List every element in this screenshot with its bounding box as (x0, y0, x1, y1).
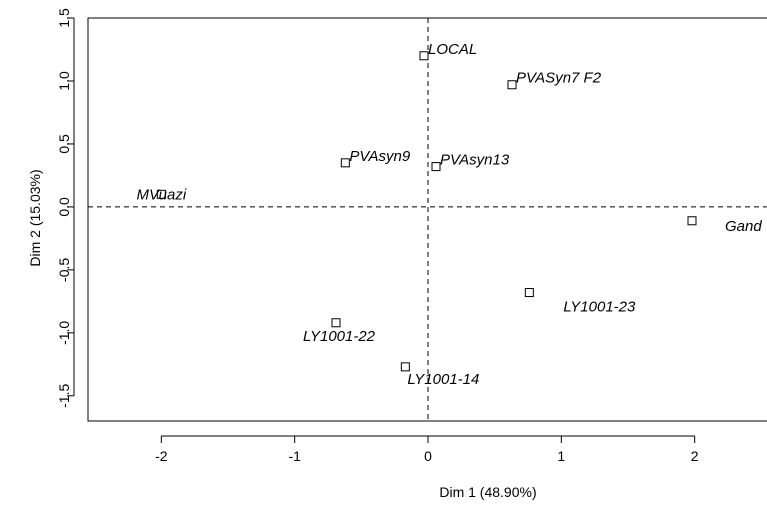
data-point (156, 189, 166, 199)
point-label: LY1001-14 (407, 371, 479, 388)
data-point (331, 318, 341, 328)
data-point (419, 51, 429, 61)
reference-lines (88, 18, 767, 421)
y-tick-label: 1.5 (56, 8, 72, 28)
data-point (687, 216, 697, 226)
point-label: LOCAL (428, 41, 477, 58)
data-point (524, 288, 534, 298)
point-label: PVAsyn13 (440, 152, 510, 169)
x-tick-label: -2 (155, 448, 168, 464)
x-tick-label: 0 (424, 448, 432, 464)
point-label: PVASyn7 F2 (516, 70, 602, 87)
x-tick-label: 2 (691, 448, 699, 464)
y-tick-label: 0.0 (56, 197, 72, 217)
data-point (340, 158, 350, 168)
y-tick-label: -1.5 (56, 384, 72, 408)
data-point (400, 362, 410, 372)
data-point (507, 80, 517, 90)
point-label: MVuazi (136, 186, 186, 203)
x-axis-label: Dim 1 (48.90%) (439, 484, 536, 500)
point-label: LY1001-23 (563, 299, 636, 316)
point-label: LY1001-22 (303, 328, 376, 345)
x-tick-label: -1 (288, 448, 301, 464)
y-axis-label: Dim 2 (15.03%) (27, 169, 43, 266)
y-tick-label: 1.0 (56, 71, 72, 91)
y-tick-label: -1.0 (56, 321, 72, 345)
point-label: PVAsyn9 (349, 148, 411, 165)
x-axis: -2 -1 0 1 2 (155, 435, 699, 464)
y-tick-label: -0.5 (56, 258, 72, 282)
data-points: LOCAL PVASyn7 F2 PVAsyn9 PVAsyn13 MVuazi Gand… (136, 41, 762, 388)
x-tick-label: 1 (557, 448, 565, 464)
y-tick-label: 0.5 (56, 134, 72, 154)
y-axis: -1.5 -1.0 -0.5 0.0 0.5 1.0 1.5 (56, 8, 75, 408)
data-point (431, 162, 441, 172)
point-label: Gand (725, 218, 762, 235)
